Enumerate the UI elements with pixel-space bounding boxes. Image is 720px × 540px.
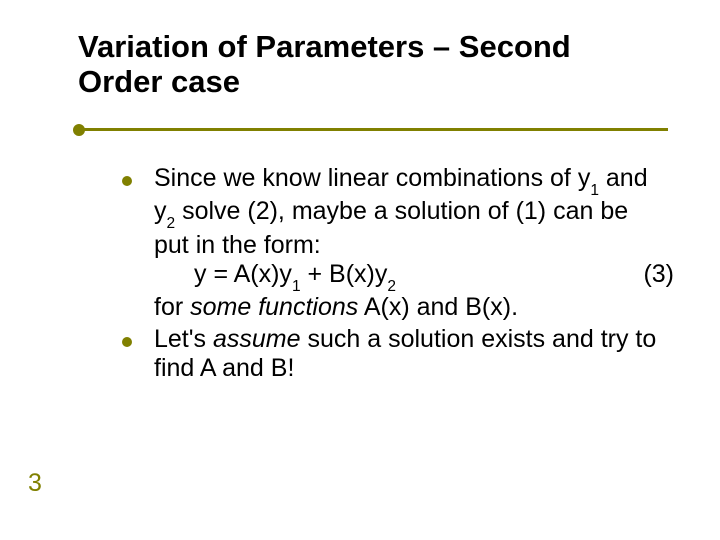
text-line: put in the form: — [154, 231, 674, 261]
text-span: Let's — [154, 325, 213, 353]
text-line: y2 solve (2), maybe a solution of (1) ca… — [154, 197, 674, 230]
title-line-2: Order case — [78, 65, 678, 100]
text-italic: some functions — [190, 293, 358, 321]
bullet-icon — [122, 176, 132, 186]
slide: Variation of Parameters – Second Order c… — [0, 0, 720, 540]
equation-number: (3) — [643, 260, 674, 293]
text-span: for — [154, 293, 190, 321]
subscript: 2 — [167, 215, 176, 232]
subscript: 2 — [387, 278, 396, 295]
subscript: 1 — [590, 182, 599, 199]
text-line: for some functions A(x) and B(x). — [154, 293, 674, 323]
text-span: Since we know linear combinations of y — [154, 164, 590, 192]
text-span: A(x) and B(x). — [358, 293, 518, 321]
bullet-icon — [122, 337, 132, 347]
page-number: 3 — [28, 469, 42, 498]
bullet-text: Since we know linear combinations of y1 … — [154, 164, 674, 323]
text-line: Since we know linear combinations of y1 … — [154, 164, 674, 197]
text-span: y — [154, 197, 167, 225]
text-span: solve (2), maybe a solution of (1) can b… — [175, 197, 628, 225]
text-line: find A and B! — [154, 354, 656, 384]
text-span: such a solution exists and try to — [301, 325, 657, 353]
text-line: Let's assume such a solution exists and … — [154, 325, 656, 355]
bullet-item: Since we know linear combinations of y1 … — [122, 164, 682, 323]
equation-line: y = A(x)y1 + B(x)y2 (3) — [154, 260, 674, 293]
bullet-item: Let's assume such a solution exists and … — [122, 325, 682, 384]
equation-left: y = A(x)y1 + B(x)y2 — [194, 260, 396, 293]
text-span: and — [599, 164, 648, 192]
text-span: + B(x)y — [301, 260, 388, 288]
subscript: 1 — [292, 278, 301, 295]
accent-rule — [78, 128, 668, 131]
body-region: Since we know linear combinations of y1 … — [122, 164, 682, 386]
text-italic: assume — [213, 325, 301, 353]
text-span: y = A(x)y — [194, 260, 292, 288]
title-line-1: Variation of Parameters – Second — [78, 30, 678, 65]
title-region: Variation of Parameters – Second Order c… — [78, 30, 678, 99]
bullet-text: Let's assume such a solution exists and … — [154, 325, 656, 384]
